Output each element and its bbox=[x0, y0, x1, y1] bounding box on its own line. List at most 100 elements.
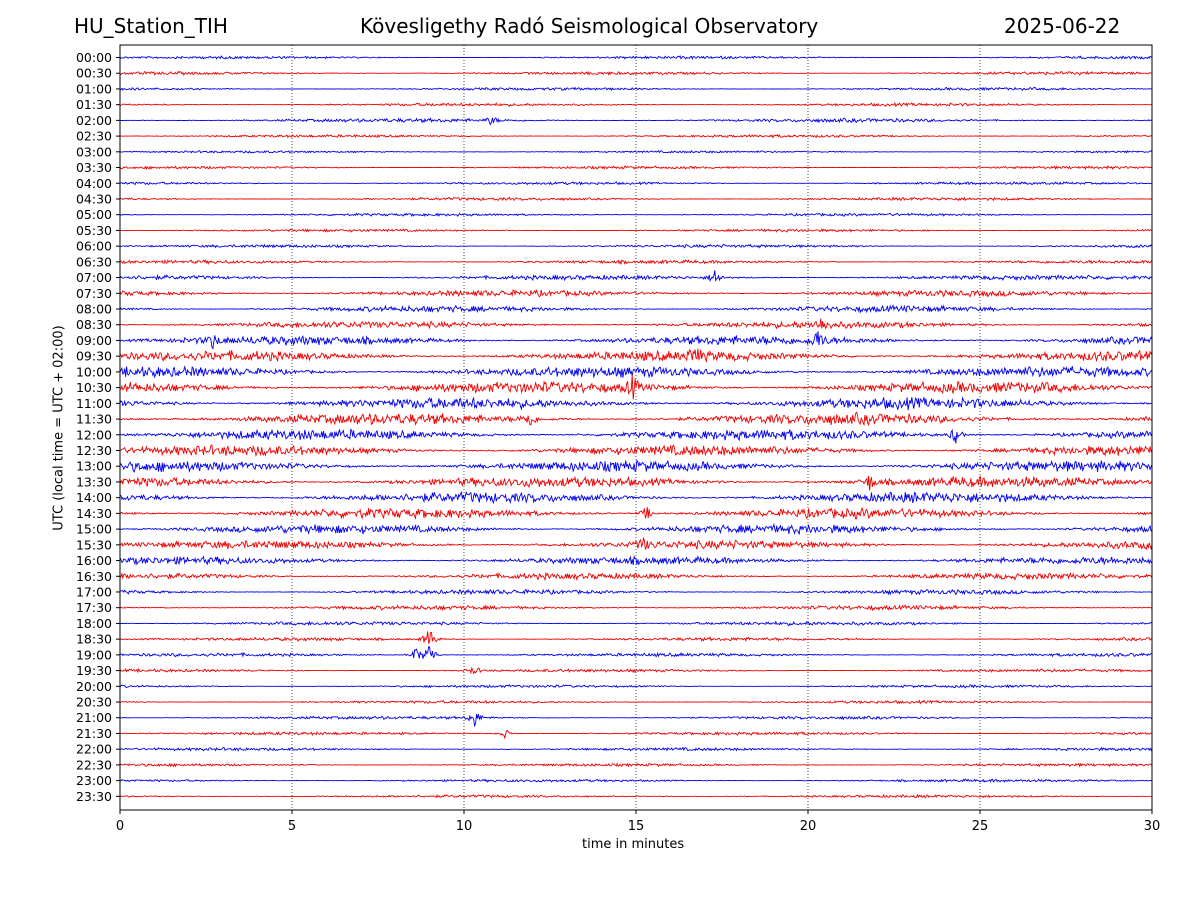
y-tick-label: 07:00 bbox=[76, 270, 112, 285]
trace-0530 bbox=[119, 228, 1153, 233]
trace-1300 bbox=[119, 459, 1153, 473]
x-tick-label: 20 bbox=[800, 819, 817, 834]
y-tick-label: 04:30 bbox=[76, 191, 112, 206]
trace-0730 bbox=[119, 289, 1153, 298]
trace-0230 bbox=[119, 133, 1153, 139]
y-tick-label: 19:00 bbox=[76, 647, 112, 662]
y-tick-label: 18:00 bbox=[76, 616, 112, 631]
trace-0900 bbox=[119, 331, 1153, 350]
trace-1830 bbox=[119, 631, 1153, 645]
y-tick-label: 03:00 bbox=[76, 144, 112, 159]
y-tick-label: 11:00 bbox=[76, 396, 112, 411]
y-tick-label: 13:30 bbox=[76, 474, 112, 489]
y-tick-label: 03:30 bbox=[76, 160, 112, 175]
y-tick-label: 09:00 bbox=[76, 333, 112, 348]
trace-0300 bbox=[119, 150, 1153, 154]
y-tick-label: 15:00 bbox=[76, 522, 112, 537]
y-tick-label: 02:00 bbox=[76, 113, 112, 128]
trace-0930 bbox=[119, 348, 1153, 364]
y-tick-label: 17:30 bbox=[76, 600, 112, 615]
y-tick-label: 21:00 bbox=[76, 710, 112, 725]
trace-1030 bbox=[120, 374, 1153, 400]
y-tick-label: 17:00 bbox=[76, 584, 112, 599]
y-tick-label: 06:30 bbox=[76, 254, 112, 269]
trace-2200 bbox=[119, 746, 1153, 752]
trace-0800 bbox=[119, 304, 1153, 314]
y-tick-label: 22:00 bbox=[76, 742, 112, 757]
y-tick-label: 13:00 bbox=[76, 459, 112, 474]
y-tick-label: 00:00 bbox=[76, 50, 112, 65]
trace-2330 bbox=[119, 793, 1152, 799]
y-tick-label: 01:30 bbox=[76, 97, 112, 112]
y-tick-label: 01:00 bbox=[76, 81, 112, 96]
x-axis-label: time in minutes bbox=[582, 837, 685, 852]
y-tick-label: 23:30 bbox=[76, 789, 112, 804]
y-tick-label: 12:00 bbox=[76, 427, 112, 442]
trace-2230 bbox=[119, 762, 1153, 768]
y-tick-label: 19:30 bbox=[76, 663, 112, 678]
x-tick-label: 15 bbox=[628, 819, 645, 834]
y-tick-label: 22:30 bbox=[76, 757, 112, 772]
y-tick-label: 10:30 bbox=[76, 380, 112, 395]
trace-1200 bbox=[119, 428, 1153, 444]
trace-0130 bbox=[119, 101, 1153, 108]
trace-1930 bbox=[119, 666, 1153, 675]
x-tick-label: 25 bbox=[972, 819, 989, 834]
y-tick-label: 16:00 bbox=[76, 553, 112, 568]
chart-date: 2025-06-22 bbox=[1004, 14, 1121, 38]
trace-1100 bbox=[119, 396, 1153, 411]
chart-title: Kövesligethy Radó Seismological Observat… bbox=[360, 14, 819, 38]
y-tick-label: 07:30 bbox=[76, 286, 112, 301]
y-tick-label: 08:00 bbox=[76, 302, 112, 317]
trace-2300 bbox=[119, 778, 1153, 783]
y-tick-label: 21:30 bbox=[76, 726, 112, 741]
trace-0000 bbox=[119, 55, 1153, 60]
trace-0500 bbox=[119, 212, 1153, 218]
trace-0100 bbox=[119, 86, 1153, 92]
trace-1730 bbox=[119, 604, 1153, 612]
y-tick-label: 12:30 bbox=[76, 443, 112, 458]
trace-0200 bbox=[119, 117, 1153, 126]
y-tick-label: 06:00 bbox=[76, 239, 112, 254]
y-tick-label: 14:30 bbox=[76, 506, 112, 521]
y-axis-label: UTC (local time = UTC + 02:00) bbox=[51, 325, 67, 531]
y-tick-label: 14:00 bbox=[76, 490, 112, 505]
y-tick-label: 18:30 bbox=[76, 632, 112, 647]
trace-2030 bbox=[119, 699, 1153, 705]
trace-1600 bbox=[119, 554, 1153, 566]
y-tick-label: 02:30 bbox=[76, 129, 112, 144]
trace-1330 bbox=[119, 475, 1153, 491]
trace-1530 bbox=[119, 536, 1153, 551]
trace-0400 bbox=[119, 181, 1153, 186]
trace-1630 bbox=[119, 571, 1153, 582]
trace-0700 bbox=[119, 270, 1153, 283]
trace-1500 bbox=[119, 522, 1153, 535]
trace-2000 bbox=[119, 684, 1153, 689]
x-tick-label: 0 bbox=[116, 819, 124, 834]
x-tick-label: 30 bbox=[1144, 819, 1161, 834]
y-tick-label: 09:30 bbox=[76, 349, 112, 364]
x-tick-label: 10 bbox=[456, 819, 473, 834]
trace-1130 bbox=[119, 411, 1153, 427]
trace-0330 bbox=[119, 165, 1153, 171]
y-tick-label: 00:30 bbox=[76, 66, 112, 81]
trace-0030 bbox=[119, 70, 1153, 76]
y-tick-label: 20:00 bbox=[76, 679, 112, 694]
y-tick-label: 05:00 bbox=[76, 207, 112, 222]
trace-2130 bbox=[119, 729, 1153, 740]
y-tick-label: 11:30 bbox=[76, 412, 112, 427]
y-tick-label: 15:30 bbox=[76, 537, 112, 552]
y-tick-label: 04:00 bbox=[76, 176, 112, 191]
y-tick-label: 10:00 bbox=[76, 364, 112, 379]
trace-1700 bbox=[119, 588, 1153, 596]
trace-0600 bbox=[119, 243, 1153, 249]
trace-1430 bbox=[119, 506, 1153, 520]
trace-1900 bbox=[119, 646, 1153, 659]
trace-1000 bbox=[119, 365, 1153, 379]
trace-2100 bbox=[119, 714, 1153, 728]
trace-0830 bbox=[120, 318, 1153, 330]
x-tick-label: 5 bbox=[288, 819, 296, 834]
y-tick-label: 08:30 bbox=[76, 317, 112, 332]
station-name: HU_Station_TIH bbox=[74, 14, 228, 38]
